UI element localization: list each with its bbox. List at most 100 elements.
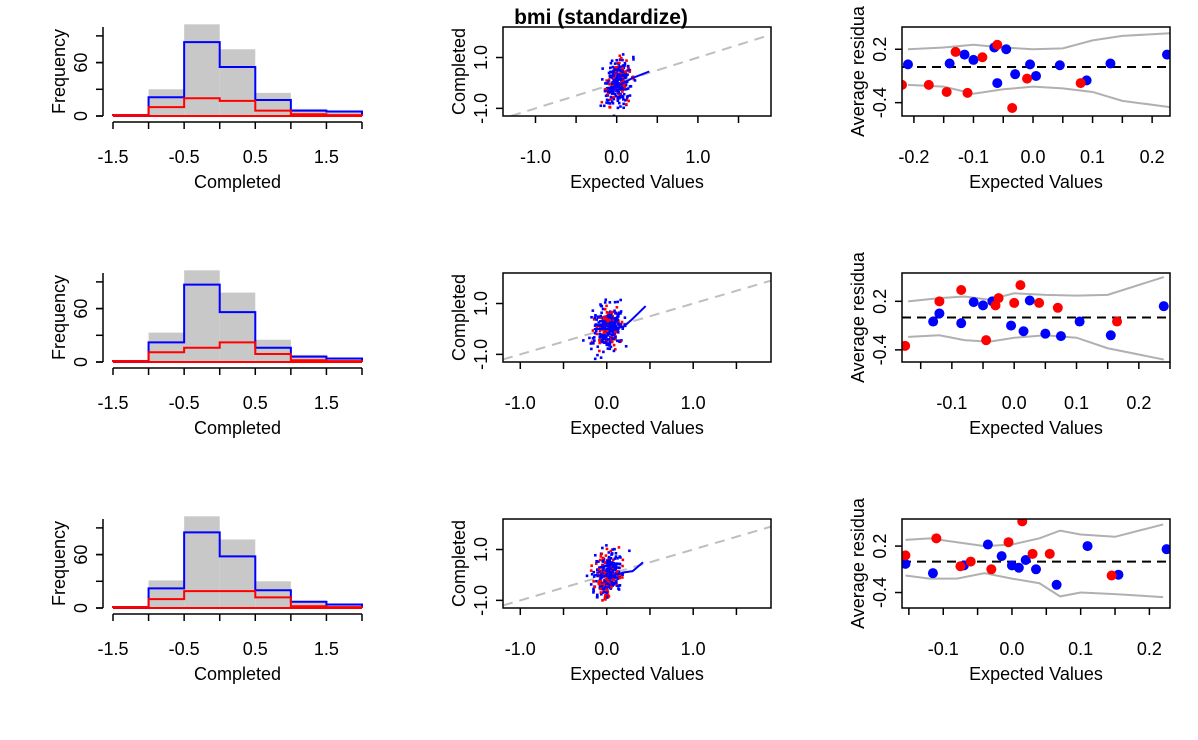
x-tick-label: 0.5 <box>243 639 268 659</box>
observed-point <box>595 560 599 563</box>
imputed-point <box>608 82 612 86</box>
imputed-point <box>610 340 614 344</box>
observed-point <box>623 72 626 76</box>
y-tick-label: 0 <box>71 357 91 367</box>
observed-point <box>614 565 618 569</box>
observed-point <box>959 49 970 60</box>
observed-point <box>607 551 611 554</box>
imputed-point <box>619 81 623 84</box>
observed-point <box>619 298 622 302</box>
observed-point <box>602 341 606 344</box>
x-axis-title: Expected Values <box>570 418 704 438</box>
observed-point <box>601 559 605 563</box>
observed-point <box>606 101 610 105</box>
plot-area <box>902 32 1170 113</box>
observed-point <box>616 315 620 318</box>
observed-point <box>592 342 595 345</box>
observed-point <box>595 579 598 583</box>
observed-point <box>615 79 619 83</box>
imputed-point <box>601 599 604 602</box>
observed-point <box>611 572 615 575</box>
observed-point <box>633 79 637 82</box>
imputed-point <box>627 99 630 103</box>
observed-point <box>1055 331 1066 342</box>
observed-point <box>622 106 625 110</box>
x-axis: -1.0 0.0 1.0 Expected Values <box>505 362 738 438</box>
imputed-point <box>591 329 595 332</box>
observed-point <box>1010 69 1021 80</box>
observed-point <box>611 548 614 551</box>
imputed-point <box>990 300 1001 311</box>
imputed-point <box>604 577 608 581</box>
y-axis-title: Completed <box>449 274 469 361</box>
imputed-point <box>625 59 628 62</box>
observed-point <box>607 71 611 75</box>
y-axis-title: Average residua <box>848 251 868 383</box>
imputed-point <box>1009 297 1020 308</box>
observed-point <box>623 88 626 91</box>
observed-point <box>603 590 606 594</box>
imputed-point <box>589 569 593 572</box>
observed-point <box>608 342 612 345</box>
imputed-point <box>615 65 619 69</box>
observed-point <box>614 555 618 558</box>
observed-point <box>607 90 610 94</box>
observed-point <box>613 568 617 571</box>
observed-point <box>622 98 625 101</box>
imputed-point <box>612 558 615 562</box>
observed-point <box>611 101 615 105</box>
observed-point <box>607 555 611 559</box>
observed-point <box>624 98 627 102</box>
observed-point <box>600 592 603 596</box>
plot-box <box>901 518 1171 609</box>
imputed-point <box>625 98 629 101</box>
imputed-point <box>600 564 604 567</box>
plot-area <box>510 33 771 116</box>
observed-point <box>602 587 606 590</box>
observed-point <box>601 307 605 311</box>
observed-point <box>588 336 591 340</box>
x-axis-title: Expected Values <box>570 664 704 684</box>
observed-point <box>624 74 628 77</box>
imputed-point <box>603 569 606 573</box>
plot-box <box>502 26 772 117</box>
y-axis-title: Average residua <box>848 5 868 137</box>
observed-point <box>608 340 612 344</box>
observed-point <box>623 64 627 67</box>
observed-point <box>605 572 609 576</box>
observed-point <box>582 339 585 342</box>
imputed-point <box>934 296 945 307</box>
imputed-point <box>621 576 624 579</box>
imputed-point <box>1022 73 1033 84</box>
observed-point <box>591 309 595 312</box>
plot-area <box>503 525 771 607</box>
observed-point <box>606 89 609 93</box>
hist-step <box>112 590 363 609</box>
observed-point <box>599 314 603 318</box>
observed-point <box>1018 326 1029 337</box>
hist-bar <box>219 292 256 362</box>
observed-point <box>606 314 610 318</box>
hist-bar <box>326 110 362 116</box>
observed-point <box>593 316 597 320</box>
hist-bar <box>255 581 291 608</box>
imputed-point <box>605 588 609 592</box>
imputed-point <box>622 84 626 88</box>
x-tick-label: 0.0 <box>1002 393 1027 413</box>
imputed-point <box>977 52 988 63</box>
x-tick-label: 1.5 <box>314 393 339 413</box>
observed-point <box>613 300 617 304</box>
plot-box <box>502 272 772 363</box>
observed-point <box>600 585 604 588</box>
observed-point <box>944 58 955 69</box>
observed-point <box>604 585 607 589</box>
imputed-point <box>605 79 608 82</box>
observed-point <box>612 80 616 84</box>
observed-point <box>604 298 608 302</box>
imputed-point <box>956 284 967 295</box>
observed-point <box>617 63 621 66</box>
observed-point <box>612 565 615 569</box>
x-tick-label: -0.1 <box>928 639 959 659</box>
observed-point <box>626 73 629 76</box>
